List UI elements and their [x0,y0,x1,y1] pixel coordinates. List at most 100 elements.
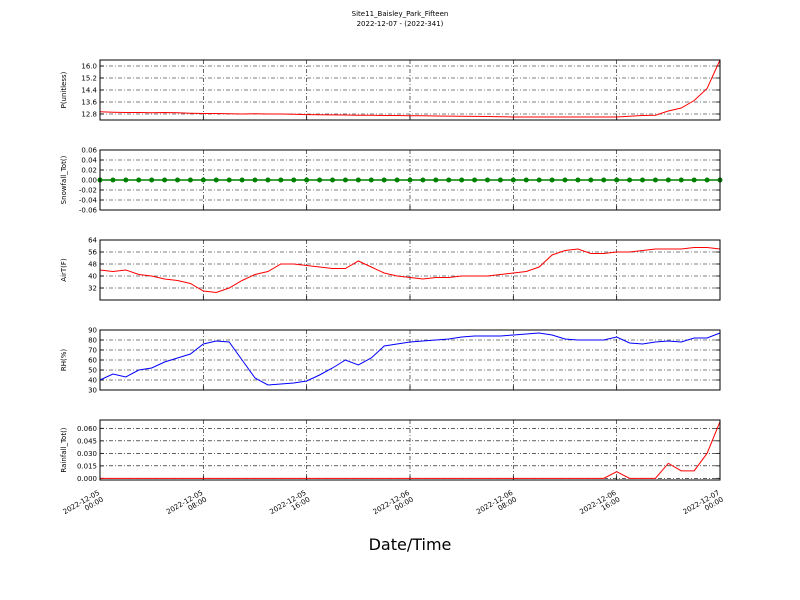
data-point [355,177,361,183]
y-tick-label: 70 [88,347,97,355]
plot-frame [99,329,721,391]
data-point [446,177,452,183]
data-point [252,177,258,183]
data-point [601,177,607,183]
data-point [200,177,206,183]
data-line [99,332,721,386]
plot-frame [99,59,721,121]
x-tick-label: 2022-12-0508:00 [165,489,208,523]
data-point [213,177,219,183]
data-point [588,177,594,183]
data-point [433,177,439,183]
data-line [99,247,721,294]
data-point [239,177,245,183]
y-tick-label: 0.030 [77,450,97,458]
y-tick-label: 0.000 [77,475,97,483]
data-point [691,177,697,183]
y-tick-label: 13.6 [81,99,97,107]
y-tick-label: 0.060 [77,425,97,433]
x-tick-label: 2022-12-0616:00 [578,489,622,523]
y-tick-label: 0.045 [77,437,97,445]
panel: 0.000 0.015 0.030 0.045 0.060 2022-12-0500:00… [60,419,725,523]
y-axis-label: Snowfall_Tot() [60,155,68,204]
y-tick-label: 90 [88,327,97,335]
x-axis-label: Date/Time [369,535,452,554]
y-tick-label: 56 [88,249,97,257]
y-tick-label: 60 [88,357,97,365]
x-tick-label: 2022-12-0700:00 [682,489,725,523]
data-point [317,177,323,183]
x-tick-label: 2022-12-0516:00 [268,489,311,523]
plot-frame [99,419,721,481]
data-point [523,177,529,183]
data-point [549,177,555,183]
data-point [187,177,193,183]
data-point [562,177,568,183]
data-point [640,177,645,183]
data-point [614,177,620,183]
data-point [485,177,490,183]
y-tick-label: 0.06 [81,147,97,155]
plot-frame [99,239,721,301]
data-point [536,177,542,183]
y-axis-label: RH(%) [60,349,68,372]
data-point [149,177,155,183]
y-tick-label: 0.04 [81,157,97,165]
data-point [265,177,271,183]
data-point [575,177,581,183]
y-tick-label: 50 [88,367,97,375]
data-point [162,177,168,183]
x-tick-label: 2022-12-0600:00 [372,489,416,523]
data-point [123,177,129,183]
y-tick-label: 0.02 [81,167,97,175]
panel: 32 40 48 56 64 AirT(F) [60,237,721,301]
data-point [136,177,142,183]
data-point [110,177,116,183]
x-tick-label: 2022-12-0608:00 [475,489,519,523]
data-point [394,177,400,183]
data-point [678,177,684,183]
y-tick-label: 32 [88,285,97,293]
data-point [226,177,232,183]
data-point [459,177,465,183]
data-point [472,177,478,183]
data-point [291,177,297,183]
y-axis-label: Rainfall_Tot() [60,427,68,472]
panel: 12.8 13.6 14.4 15.2 16.0 P(unitless) [60,59,721,121]
y-axis-label: P(unitless) [60,71,68,108]
data-point [497,177,503,183]
data-point [368,177,374,183]
y-tick-label: 14.4 [81,87,97,95]
panel: 30 40 50 60 70 80 90 RH(%) [60,327,721,395]
y-axis-label: AirT(F) [60,258,68,282]
y-tick-label: -0.02 [79,187,97,195]
y-tick-label: 64 [88,237,97,245]
data-point [342,177,348,183]
y-tick-label: 48 [88,261,97,269]
y-tick-label: -0.04 [79,197,98,205]
x-tick-label: 2022-12-0500:00 [62,489,105,523]
y-tick-label: 12.8 [81,111,97,119]
y-tick-label: 16.0 [81,63,97,71]
data-point [278,177,284,183]
y-tick-label: 80 [88,337,97,345]
figure-title: Site11_Baisley_Park_Fifteen [352,10,449,18]
data-point [704,177,710,183]
plot-frame [99,149,721,211]
y-tick-label: 30 [88,387,97,395]
y-tick-label: 40 [88,377,97,385]
data-point [381,177,387,183]
data-point [304,177,310,183]
data-point [627,177,633,183]
data-line [99,59,721,118]
figure-subtitle: 2022-12-07 - (2022-341) [357,20,444,28]
data-point [510,177,516,183]
y-tick-label: 0.00 [81,177,97,185]
y-tick-label: 0.015 [77,462,97,470]
y-tick-label: -0.06 [79,207,98,215]
data-point [665,177,671,183]
data-point [330,177,335,183]
y-tick-label: 15.2 [81,75,97,83]
panel: -0.06 -0.04 -0.02 0.00 0.02 0.04 0.06 Snowfall_… [60,147,723,215]
